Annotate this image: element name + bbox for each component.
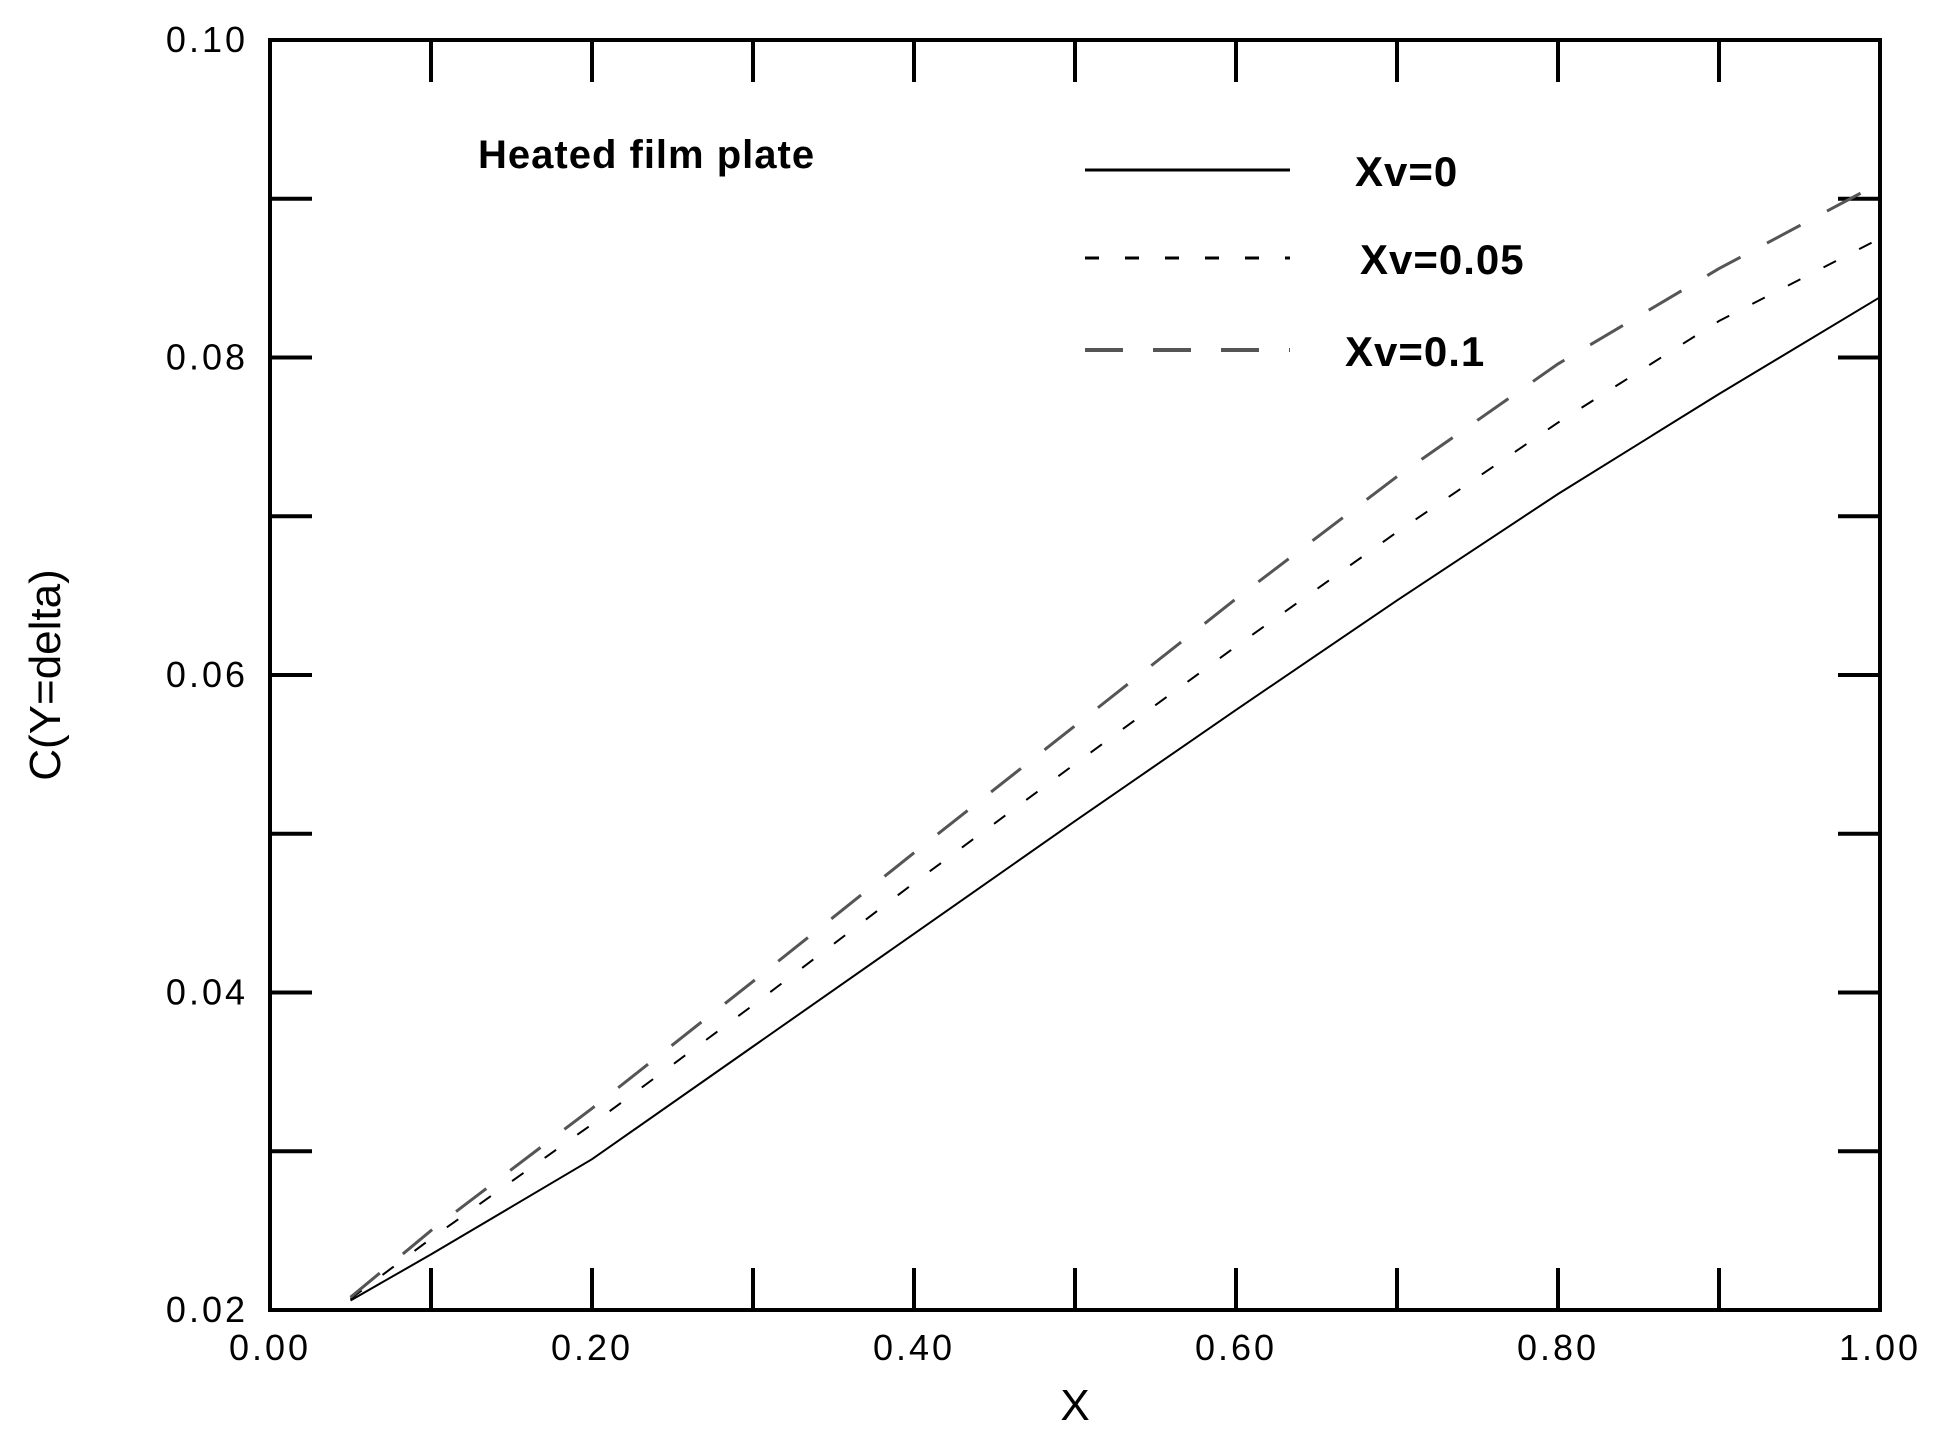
series-layer [349, 181, 1881, 1302]
x-axis-label: X [1060, 1381, 1089, 1430]
y-axis-label: C(Y=delta) [21, 569, 70, 781]
plot-frame [268, 38, 1882, 1312]
plot-annotation: Heated film plate [478, 133, 815, 177]
legend-label-3: Xv=0.1 [1345, 328, 1485, 375]
series-line-1 [350, 296, 1881, 1302]
y-tick-label: 0.02 [166, 1289, 248, 1330]
legend-label-1: Xv=0 [1355, 148, 1458, 195]
series-line-2 [349, 237, 1881, 1300]
x-tick-label: 0.40 [873, 1327, 955, 1368]
x-tick-label: 1.00 [1839, 1327, 1921, 1368]
legend-label-2: Xv=0.05 [1360, 236, 1525, 283]
x-tick-label: 0.20 [551, 1327, 633, 1368]
series-line-3 [349, 181, 1881, 1299]
x-tick-label: 0.60 [1195, 1327, 1277, 1368]
x-tick-labels: 0.00 0.20 0.40 0.60 0.80 1.00 [229, 1327, 1921, 1368]
y-tick-labels: 0.02 0.04 0.06 0.08 0.10 [166, 19, 248, 1330]
x-tick-label: 0.00 [229, 1327, 311, 1368]
y-tick-label: 0.06 [166, 654, 248, 695]
y-tick-label: 0.04 [166, 972, 248, 1013]
y-tick-label: 0.10 [166, 19, 248, 60]
y-tick-label: 0.08 [166, 337, 248, 378]
x-tick-label: 0.80 [1517, 1327, 1599, 1368]
axis-ticks [270, 40, 1880, 1310]
legend: Xv=0 Xv=0.05 Xv=0.1 [1085, 148, 1525, 375]
